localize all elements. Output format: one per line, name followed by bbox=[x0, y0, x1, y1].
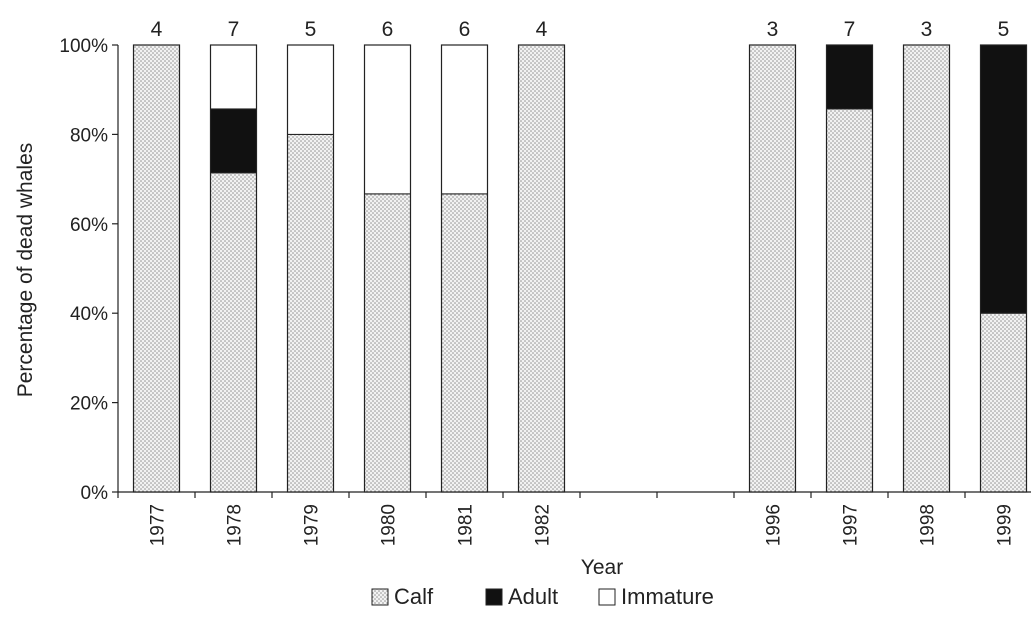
bar-outline bbox=[979, 44, 1028, 493]
bar-count-label: 7 bbox=[228, 18, 240, 41]
bar-segment-calf bbox=[287, 133, 334, 493]
bar-outline bbox=[286, 44, 335, 493]
y-tick-label: 80% bbox=[70, 125, 108, 146]
bar-segment-immature bbox=[287, 44, 334, 135]
bar-outline bbox=[902, 44, 951, 493]
bar-outline bbox=[440, 44, 489, 493]
bar-segment-calf bbox=[749, 44, 796, 493]
bar-outline bbox=[825, 44, 874, 493]
legend: Calf Adult Immature bbox=[371, 584, 714, 609]
legend-swatch-adult bbox=[485, 588, 503, 606]
bar-outline bbox=[517, 44, 566, 493]
bar-count-label: 3 bbox=[921, 18, 933, 41]
plot-area: 0% 20% 40% 60% 80% 100% 4 1977 7 1978 5 1979 6 1980 6 1… bbox=[59, 18, 1031, 546]
x-tick-label: 1981 bbox=[456, 504, 477, 546]
y-tick-label: 60% bbox=[70, 215, 108, 236]
x-tick-label: 1982 bbox=[533, 504, 554, 546]
x-tick-label: 1998 bbox=[918, 504, 939, 546]
bar-count-label: 5 bbox=[305, 18, 317, 41]
bar-count-label: 6 bbox=[459, 18, 471, 41]
legend-label-calf: Calf bbox=[394, 584, 434, 609]
bar-outline bbox=[748, 44, 797, 493]
bar-segment-immature bbox=[210, 44, 257, 110]
x-tick-label: 1996 bbox=[764, 504, 785, 546]
bar-count-label: 5 bbox=[998, 18, 1010, 41]
legend-label-immature: Immature bbox=[621, 584, 714, 609]
x-tick-label: 1980 bbox=[379, 504, 400, 546]
legend-swatch-immature bbox=[598, 588, 616, 606]
x-tick-label: 1979 bbox=[302, 504, 323, 546]
y-tick-label: 20% bbox=[70, 394, 108, 415]
bar-segment-immature bbox=[364, 44, 411, 195]
legend-swatch-calf bbox=[371, 588, 389, 606]
x-tick-label: 1978 bbox=[225, 504, 246, 546]
bar-count-label: 6 bbox=[382, 18, 394, 41]
bar-outline bbox=[363, 44, 412, 493]
y-tick-label: 0% bbox=[81, 483, 109, 504]
y-axis-title: Percentage of dead whales bbox=[14, 143, 37, 398]
y-tick-label: 100% bbox=[59, 36, 108, 57]
x-axis-title: Year bbox=[581, 556, 623, 579]
bar-segment-adult bbox=[826, 44, 873, 110]
bar-count-label: 3 bbox=[767, 18, 779, 41]
bar-count-label: 4 bbox=[536, 18, 548, 41]
legend-label-adult: Adult bbox=[508, 584, 558, 609]
bar-segment-calf bbox=[441, 193, 488, 493]
bar-segment-adult bbox=[980, 44, 1027, 314]
bar-segment-calf bbox=[980, 312, 1027, 493]
y-tick-label: 40% bbox=[70, 304, 108, 325]
x-tick-label: 1999 bbox=[995, 504, 1016, 546]
bar-segment-calf bbox=[210, 172, 257, 493]
bar-count-label: 7 bbox=[844, 18, 856, 41]
bar-segment-calf bbox=[133, 44, 180, 493]
bar-segment-calf bbox=[518, 44, 565, 493]
bar-segment-calf bbox=[364, 193, 411, 493]
bar-segment-calf bbox=[903, 44, 950, 493]
bar-outline bbox=[132, 44, 181, 493]
x-tick-label: 1997 bbox=[841, 504, 862, 546]
bar-segment-immature bbox=[441, 44, 488, 195]
bar-segment-calf bbox=[826, 108, 873, 493]
bar-segment-adult bbox=[210, 108, 257, 174]
x-tick-label: 1977 bbox=[148, 504, 169, 546]
bar-outline bbox=[209, 44, 258, 493]
bar-count-label: 4 bbox=[151, 18, 163, 41]
